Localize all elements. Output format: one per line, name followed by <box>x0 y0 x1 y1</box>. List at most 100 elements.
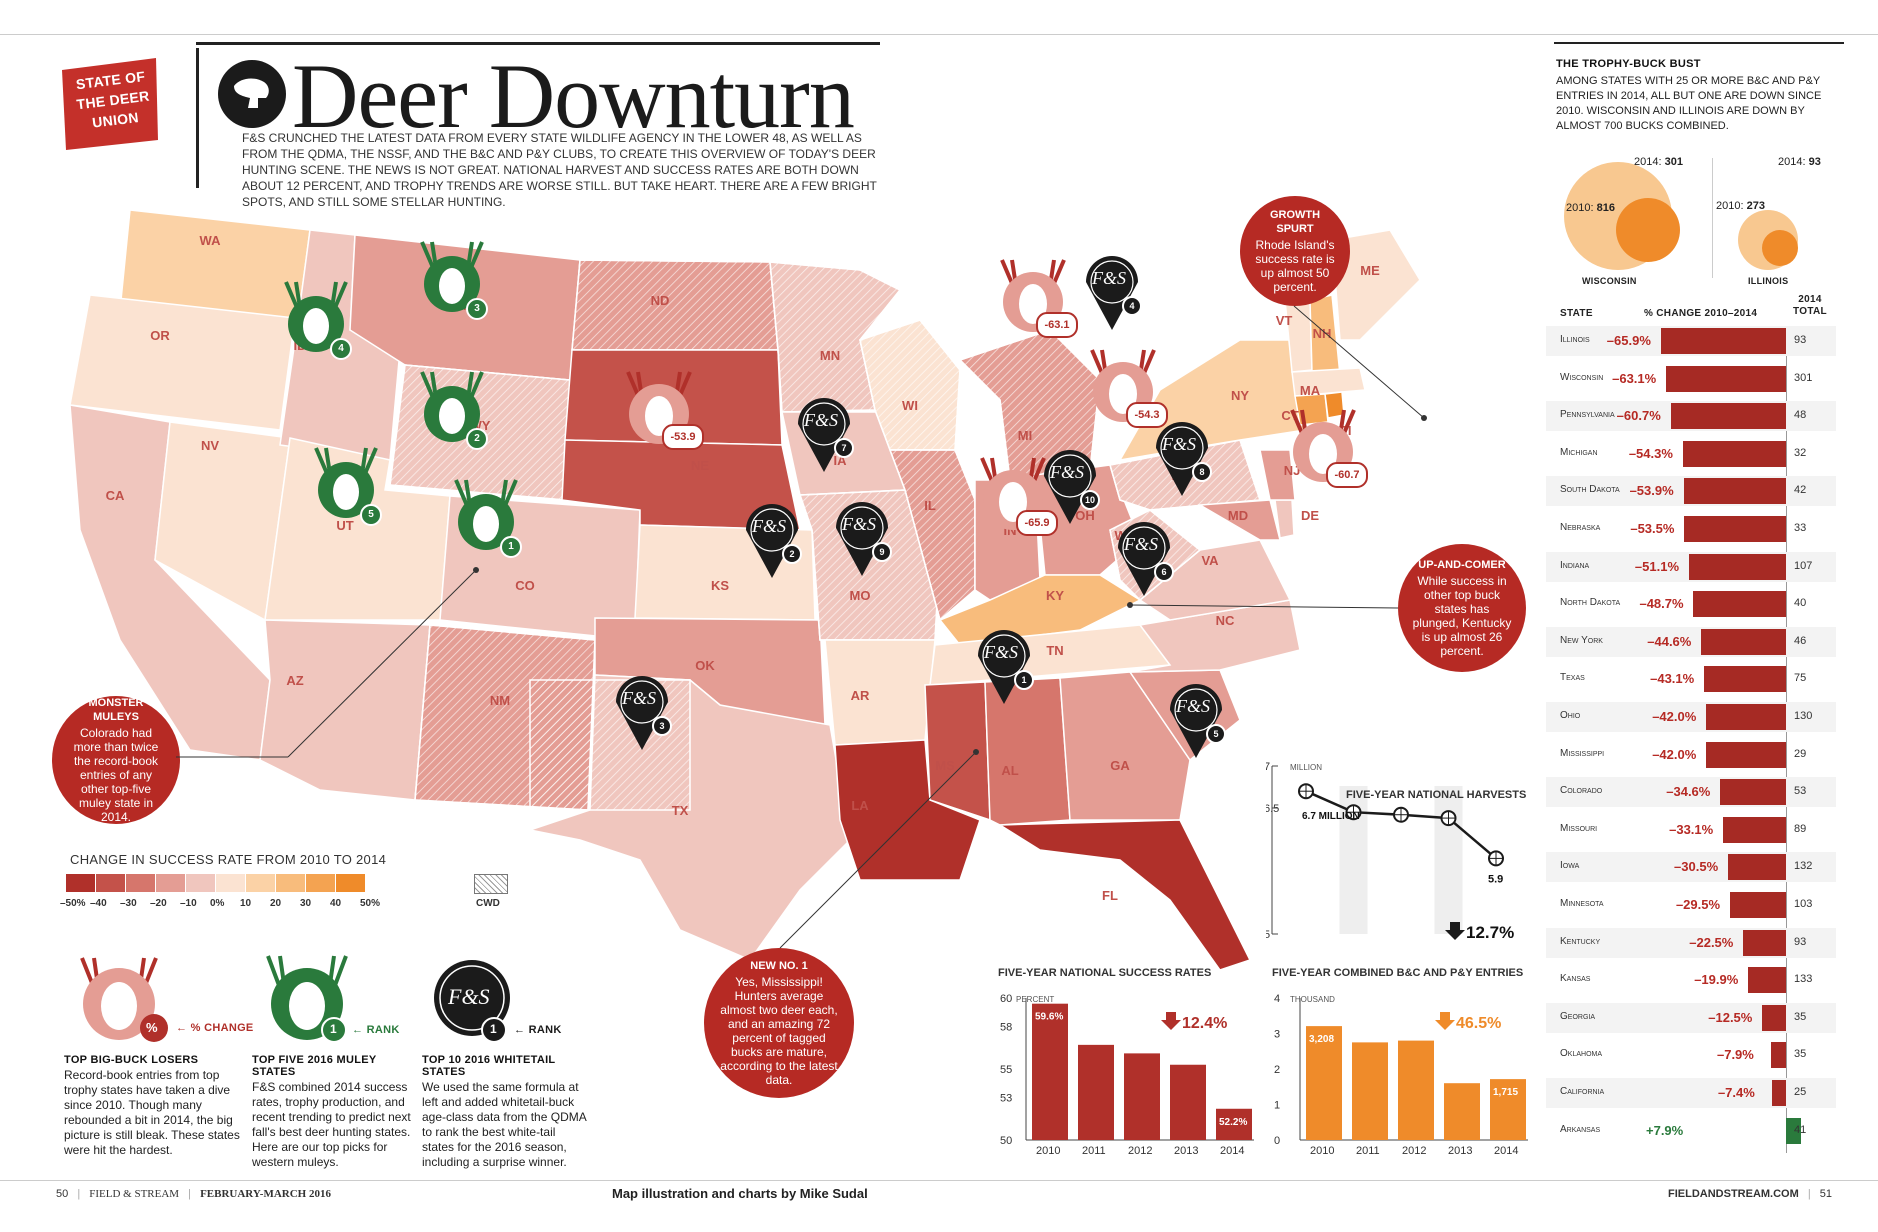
callout-growth-text: Rhode Island's success rate is up almost… <box>1255 238 1335 294</box>
whitetail-badge: F&S 6 <box>1112 518 1176 598</box>
key-muley-badge: 1 <box>252 948 362 1048</box>
harvest-point <box>1345 804 1362 821</box>
whitetail-badge: F&S 3 <box>610 672 674 752</box>
row-state: Wisconsin <box>1560 371 1604 383</box>
whitetail-badge-mark: F&S <box>1162 434 1196 454</box>
legend-swatch <box>96 874 125 892</box>
row-state: Mississippi <box>1560 747 1605 759</box>
harvest-chart: 7 6.5 5 MILLION FIVE-YEAR NATIONAL HARVESTS 6… <box>1264 756 1530 946</box>
harvest-point <box>1393 806 1409 823</box>
row-total: 35 <box>1794 1010 1807 1023</box>
harvest-line <box>1305 790 1497 860</box>
key-whitetail-text: We used the same formula at left and add… <box>422 1080 587 1169</box>
il-2014-label: 2014: <box>1778 156 1806 168</box>
state-label-il: IL <box>924 498 936 513</box>
state-label-nm: NM <box>490 693 510 708</box>
legend-swatch <box>66 874 95 892</box>
legend-label: –10 <box>180 898 197 909</box>
row-total: 89 <box>1794 822 1807 835</box>
row-pct: –51.1% <box>1634 558 1679 574</box>
deer-head-logo-icon <box>218 60 286 128</box>
whitetail-badge: F&S 7 <box>792 394 856 474</box>
harvest-tick-label: 7 <box>1266 761 1270 773</box>
row-pct: –43.1% <box>1650 671 1695 687</box>
col-header-state: STATE <box>1560 308 1593 319</box>
key-whitetail-arrow: ← RANK <box>514 1024 562 1036</box>
il-2010-value: 273 <box>1746 200 1765 212</box>
table-row: Iowa –30.5% 132 <box>1546 852 1836 883</box>
harvest-down-arrow-icon <box>1445 922 1465 940</box>
state-md <box>1197 499 1281 541</box>
wi-name: WISCONSIN <box>1582 276 1637 286</box>
callout-growth-title: GROWTH SPURT <box>1269 209 1321 235</box>
entries-bar <box>1306 1026 1342 1140</box>
row-total: 132 <box>1794 860 1813 873</box>
success-down-arrow-icon <box>1161 1012 1181 1030</box>
row-pct: –65.9% <box>1606 333 1651 348</box>
row-total: 35 <box>1794 1048 1807 1061</box>
legend-label: –30 <box>120 898 137 909</box>
table-row: Minnesota –29.5% 103 <box>1546 890 1836 920</box>
big-buck-badge: -63.1 <box>988 254 1078 344</box>
big-buck-badge-value: -63.1 <box>1036 312 1078 338</box>
entries-x-label: 2011 <box>1356 1145 1380 1157</box>
footer-issue: FEBRUARY-MARCH 2016 <box>200 1188 331 1200</box>
state-ar <box>824 639 936 746</box>
harvest-point <box>1440 810 1457 827</box>
bubble-divider <box>1712 158 1713 278</box>
key-whitetail-title: TOP 10 2016 WHITETAIL STATES <box>422 1054 556 1078</box>
row-total: 32 <box>1794 446 1807 459</box>
whitetail-badge: F&S 2 <box>740 500 804 580</box>
row-pct: –53.9% <box>1629 483 1674 499</box>
success-tick-label: 58 <box>1000 1021 1012 1033</box>
table-row: Illinois –65.9% 93 <box>1546 326 1836 356</box>
success-tick-label: 55 <box>1000 1064 1012 1076</box>
state-label-ca: CA <box>106 488 125 503</box>
callout-upcomer-text: While success in other top buck states h… <box>1412 574 1512 658</box>
harvest-column <box>1434 786 1463 934</box>
key-whitetail-fs: F&S <box>448 984 490 1009</box>
table-row: Oklahoma –7.9% 35 <box>1546 1040 1836 1070</box>
row-bar <box>1728 854 1786 881</box>
state-label-de: DE <box>1301 508 1319 523</box>
key-losers: % ← % CHANGE TOP BIG-BUCK LOSERS Record-… <box>64 948 253 1158</box>
key-loser-arrow: ← % CHANGE <box>176 1022 254 1034</box>
row-state: South Dakota <box>1560 484 1620 496</box>
row-pct: –42.0% <box>1652 709 1697 724</box>
success-x-label: 2011 <box>1082 1145 1106 1157</box>
row-bar <box>1706 704 1786 730</box>
row-pct: –53.5% <box>1630 521 1675 536</box>
whitetail-badge-rank: 4 <box>1122 296 1142 316</box>
row-state: Ohio <box>1560 710 1581 721</box>
big-buck-badge-value: -53.9 <box>662 424 704 450</box>
entries-bar-label: 1,715 <box>1493 1087 1518 1098</box>
callout-monster-muleys: MONSTER MULEYS Colorado had more than tw… <box>52 696 180 824</box>
entries-unit: THOUSAND <box>1290 995 1335 1004</box>
legend-label: 10 <box>240 898 252 909</box>
right-rule <box>1554 42 1844 44</box>
state-label-al: AL <box>1001 763 1018 778</box>
row-bar <box>1743 929 1786 956</box>
legend-label: 40 <box>330 898 342 909</box>
state-label-ok: OK <box>695 658 715 673</box>
row-total: 48 <box>1794 409 1807 422</box>
whitetail-badge: F&S 5 <box>1164 680 1228 760</box>
success-bar <box>1078 1044 1114 1140</box>
row-total: 75 <box>1794 672 1807 685</box>
success-bar <box>1216 1108 1252 1140</box>
footer-site[interactable]: FIELDANDSTREAM.COM <box>1668 1188 1799 1200</box>
row-total: 42 <box>1794 484 1807 497</box>
success-title: FIVE-YEAR NATIONAL SUCCESS RATES <box>998 967 1211 979</box>
row-bar <box>1771 1080 1786 1106</box>
entries-x-label: 2013 <box>1448 1145 1472 1157</box>
success-tick-label: 53 <box>1000 1092 1012 1104</box>
row-bar <box>1770 1042 1786 1069</box>
whitetail-badge-rank: 10 <box>1080 490 1100 510</box>
row-state: Kentucky <box>1560 935 1601 947</box>
whitetail-badge-rank: 7 <box>834 438 854 458</box>
legend-swatch <box>276 874 305 892</box>
legend-cwd-label: CWD <box>476 898 500 909</box>
table-row: Pennsylvania –60.7% 48 <box>1546 401 1836 432</box>
harvest-start-label: 6.7 MILLION <box>1302 811 1360 822</box>
illinois-bubbles: 2010: 273 2014: 93 ILLINOIS <box>1716 154 1836 290</box>
